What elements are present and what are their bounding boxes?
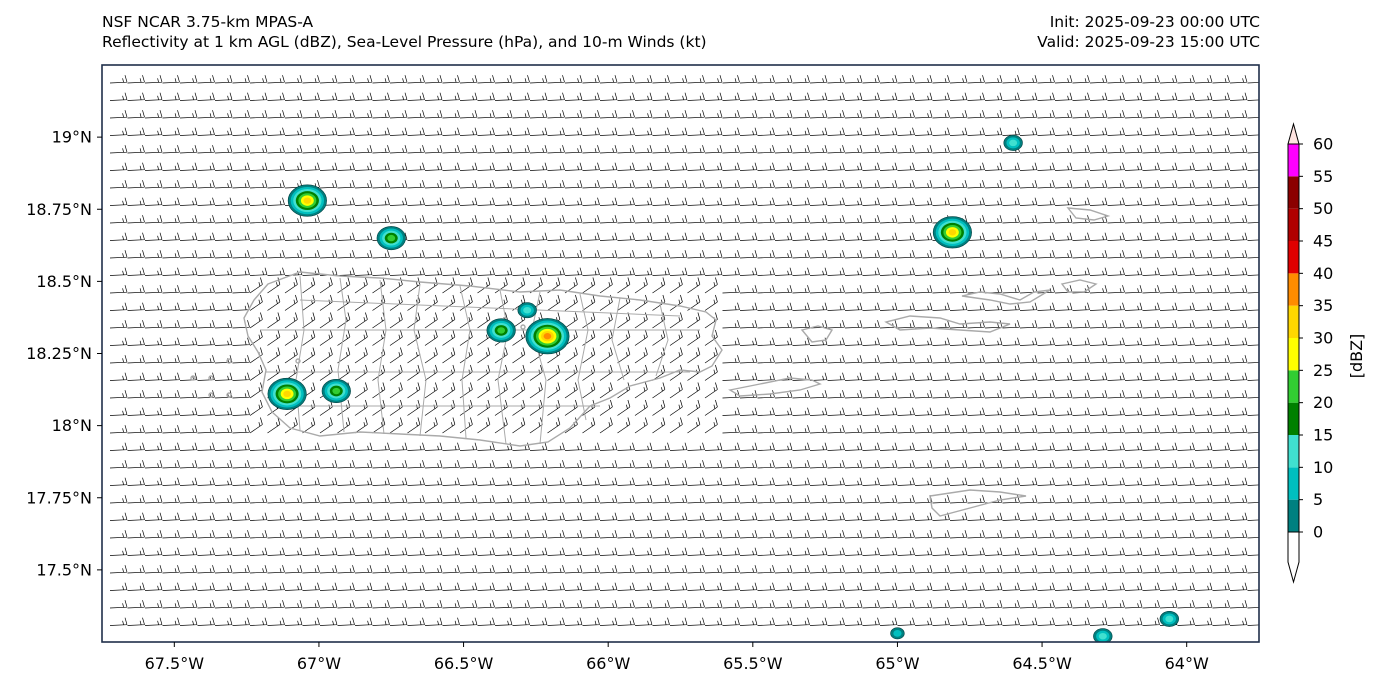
colorbar-label: [dBZ] xyxy=(1347,334,1366,379)
echo-cell xyxy=(376,226,406,251)
echo-cell xyxy=(932,216,972,249)
lat-tick-label: 18.75°N xyxy=(26,200,92,219)
echo-contour xyxy=(1098,632,1107,640)
colorbar-segment xyxy=(1288,338,1299,371)
lon-tick-label: 67.5°W xyxy=(145,654,205,673)
islet-5 xyxy=(520,324,526,330)
colorbar-segment xyxy=(1288,273,1299,306)
vieques-coast xyxy=(728,377,822,397)
echo-contour xyxy=(387,234,396,242)
colorbar-tick-label: 50 xyxy=(1313,199,1333,218)
echo-contour xyxy=(332,387,341,395)
colorbar-segment xyxy=(1288,402,1299,435)
colorbar-segment xyxy=(1288,370,1299,403)
islet-4 xyxy=(226,392,232,398)
echo-contour xyxy=(893,629,902,637)
colorbar-tick-label: 5 xyxy=(1313,490,1323,509)
anegada-coast xyxy=(1066,207,1111,221)
echo-contour xyxy=(543,333,552,340)
colorbar-segment xyxy=(1288,208,1299,241)
bvi-coast xyxy=(961,289,1051,305)
colorbar-tick-label: 55 xyxy=(1313,167,1333,186)
title-right: Init: 2025-09-23 00:00 UTC Valid: 2025-0… xyxy=(1037,12,1260,52)
echo-cell xyxy=(890,627,905,640)
colorbar-segment xyxy=(1288,467,1299,500)
echo-contour xyxy=(283,390,291,398)
lat-tick-label: 18.5°N xyxy=(36,272,92,291)
echo-contour xyxy=(948,229,957,236)
lon-tick-label: 64.5°W xyxy=(1012,654,1072,673)
reflectivity-echoes xyxy=(267,134,1179,642)
lon-tick-label: 65.5°W xyxy=(723,654,783,673)
bvi-north-coast xyxy=(1060,279,1098,293)
barb-field xyxy=(109,75,1259,626)
echo-contour xyxy=(497,327,506,334)
echo-cell xyxy=(1093,628,1113,642)
wind-barbs xyxy=(109,75,1259,626)
st-croix-coast xyxy=(929,489,1027,517)
desecheo-island xyxy=(226,358,232,364)
islet-1 xyxy=(190,375,196,381)
st-thomas-coast xyxy=(884,315,1011,333)
colorbar-tick-label: 60 xyxy=(1313,135,1333,154)
echo-contour xyxy=(1009,139,1018,147)
valid-time: Valid: 2025-09-23 15:00 UTC xyxy=(1037,33,1260,51)
lon-tick-label: 66.5°W xyxy=(434,654,494,673)
colorbar-segment xyxy=(1288,144,1299,177)
lon-tick-label: 67°W xyxy=(297,654,341,673)
map-background xyxy=(102,65,1259,642)
puerto-rico-coast xyxy=(243,271,723,447)
echo-cell xyxy=(525,318,570,355)
islet-3 xyxy=(208,392,214,398)
colorbar-segment xyxy=(1288,435,1299,468)
title-left: NSF NCAR 3.75-km MPAS-A Reflectivity at … xyxy=(102,12,707,52)
coastlines xyxy=(190,207,1111,517)
echo-cell xyxy=(517,302,537,319)
lat-tick-label: 19°N xyxy=(52,128,92,147)
echo-contour xyxy=(1165,615,1174,623)
colorbar-tick-label: 10 xyxy=(1313,458,1333,477)
colorbar-tick-label: 20 xyxy=(1313,393,1333,412)
colorbar-tick-label: 30 xyxy=(1313,329,1333,348)
colorbar-extend-max xyxy=(1287,122,1300,145)
lat-tick-label: 18.25°N xyxy=(26,344,92,363)
lat-tick-label: 18°N xyxy=(52,416,92,435)
colorbar-segment xyxy=(1288,305,1299,338)
culebra-coast xyxy=(800,325,834,343)
colorbar-segment xyxy=(1288,241,1299,274)
echo-cell xyxy=(287,184,327,217)
echo-cell xyxy=(486,318,516,343)
colorbar: 0 5 10 15 20 25 30 35 40 45 50 55 60 [dBZ] xyxy=(1287,122,1366,584)
colorbar-tick-label: 35 xyxy=(1313,296,1333,315)
init-time: Init: 2025-09-23 00:00 UTC xyxy=(1049,13,1260,31)
echo-cell xyxy=(1159,610,1179,627)
echo-cell xyxy=(267,377,307,410)
colorbar-extend-min xyxy=(1287,531,1300,584)
lon-tick-label: 65°W xyxy=(875,654,919,673)
colorbar-tick-label: 25 xyxy=(1313,361,1333,380)
colorbar-segment xyxy=(1288,499,1299,532)
longitude-axis: 67.5°W 67°W 66.5°W 66°W 65.5°W 65°W 64.5°W 64°W xyxy=(145,642,1209,673)
model-title: NSF NCAR 3.75-km MPAS-A xyxy=(102,13,314,31)
municipal-borders xyxy=(260,275,700,445)
lon-tick-label: 64°W xyxy=(1165,654,1209,673)
latitude-axis: 19°N 18.75°N 18.5°N 18.25°N 18°N 17.75°N 17.5°… xyxy=(26,128,102,579)
lon-tick-label: 66°W xyxy=(586,654,630,673)
lat-tick-label: 17.5°N xyxy=(36,560,92,579)
echo-cell xyxy=(321,379,351,404)
colorbar-tick-label: 45 xyxy=(1313,232,1333,251)
lat-tick-label: 17.75°N xyxy=(26,488,92,507)
colorbar-tick-label: 15 xyxy=(1313,426,1333,445)
fields-title: Reflectivity at 1 km AGL (dBZ), Sea-Leve… xyxy=(102,33,707,51)
islet-2 xyxy=(208,375,214,381)
echo-cell xyxy=(1003,134,1023,151)
colorbar-tick-label: 40 xyxy=(1313,264,1333,283)
echo-contour xyxy=(523,306,532,314)
colorbar-tick-label: 0 xyxy=(1313,523,1323,542)
colorbar-segment xyxy=(1288,176,1299,209)
mona-island xyxy=(295,358,301,364)
echo-contour xyxy=(303,197,312,204)
